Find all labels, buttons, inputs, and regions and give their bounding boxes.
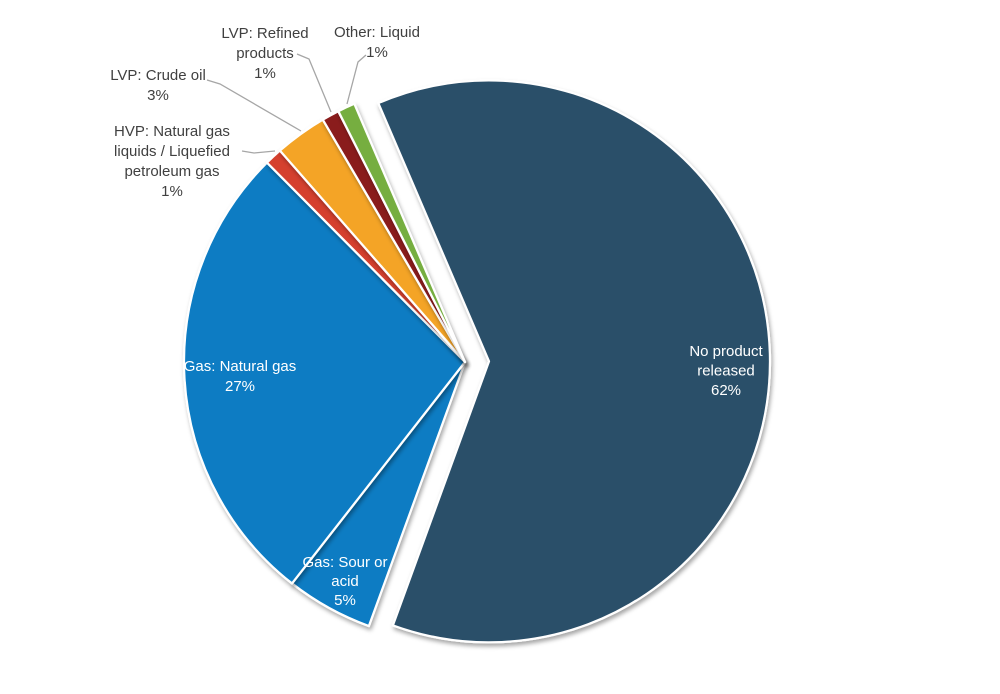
slice-label-line: petroleum gas	[124, 163, 219, 180]
slice-label-line: No product	[689, 343, 763, 360]
slice-label-line: Gas: Sour or	[302, 554, 387, 571]
pie-slice-other-liquid[interactable]	[337, 102, 467, 364]
slice-label-lvp-refined-products: LVP: Refined products 1%	[221, 25, 308, 82]
leader-line-lvp-crude-oil	[206, 79, 302, 132]
pie-slice-gas-natural-gas[interactable]	[182, 161, 467, 585]
slice-label-line: acid	[331, 573, 359, 590]
slice-label-line: 3%	[147, 87, 169, 104]
slice-label-gas-natural-gas: Gas: Natural gas 27%	[184, 358, 297, 395]
leader-line-lvp-refined-products	[296, 53, 332, 113]
slice-label-line: products	[236, 45, 294, 62]
slice-label-no-product-released: No product released 62%	[689, 343, 763, 399]
slice-label-line: 1%	[161, 183, 183, 200]
slice-label-lvp-crude-oil: LVP: Crude oil 3%	[110, 67, 206, 104]
pie-slice-no-product-released[interactable]	[377, 79, 772, 644]
slice-label-gas-sour-or-acid: Gas: Sour or acid 5%	[302, 554, 387, 609]
slice-label-line: HVP: Natural gas	[114, 123, 230, 140]
slice-label-line: Gas: Natural gas	[184, 358, 297, 375]
slice-label-hvp-natural-gas-liquids-liquefied-petroleum-gas: HVP: Natural gas liquids / Liquefied petro…	[114, 123, 230, 200]
slice-label-line: 1%	[366, 44, 388, 61]
slice-label-line: 27%	[225, 378, 255, 395]
slice-label-line: Other: Liquid	[334, 24, 420, 41]
slice-label-line: 62%	[711, 382, 741, 399]
slice-label-line: LVP: Crude oil	[110, 67, 206, 84]
slice-label-line: 5%	[334, 592, 356, 609]
leader-line-hvp-natural-gas-liquids-liquefied-petroleum-gas	[241, 150, 276, 154]
slice-label-line: released	[697, 363, 755, 380]
slice-label-line: 1%	[254, 65, 276, 82]
leader-line-other-liquid	[346, 54, 367, 105]
slice-label-line: LVP: Refined	[221, 25, 308, 42]
slice-label-line: liquids / Liquefied	[114, 143, 230, 160]
slice-label-other-liquid: Other: Liquid 1%	[334, 24, 420, 61]
